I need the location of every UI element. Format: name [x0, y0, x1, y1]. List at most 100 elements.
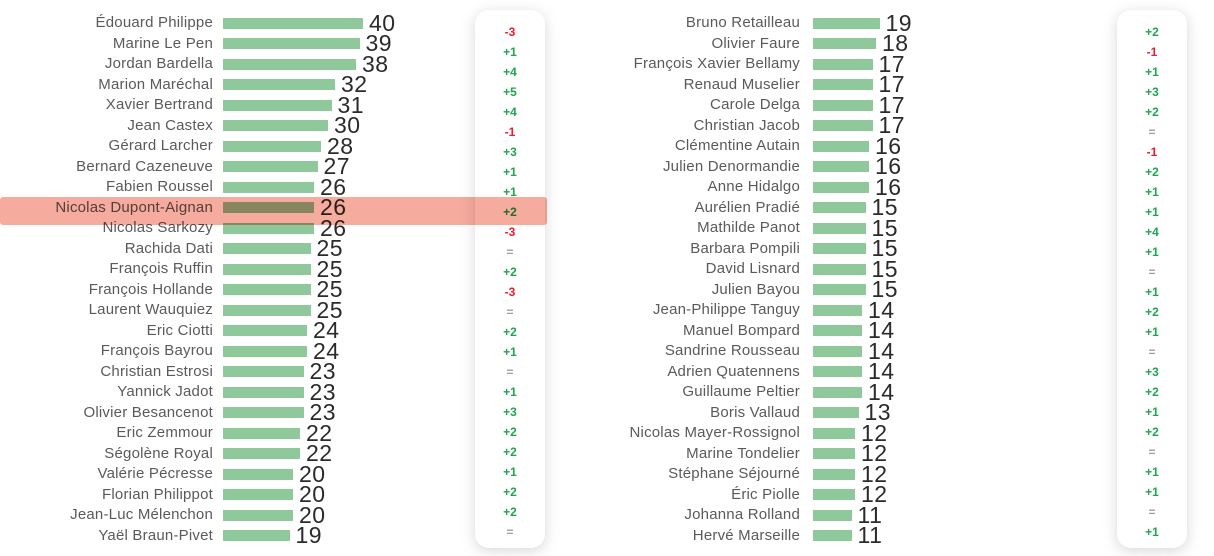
- politician-name: Jordan Bardella: [104, 55, 213, 72]
- score-value: 14: [868, 358, 895, 385]
- score-value: 22: [306, 440, 333, 467]
- politician-name: Jean-Luc Mélenchon: [70, 506, 213, 523]
- politician-name: Anne Hidalgo: [707, 178, 800, 195]
- score-bar: [813, 161, 869, 173]
- score-bar: [813, 407, 859, 419]
- score-value: 19: [885, 9, 913, 36]
- score-value: 15: [871, 276, 899, 303]
- ranking-row: Florian Philippot 20: [0, 483, 396, 506]
- score-bar: [223, 222, 314, 234]
- politician-name: Rachida Dati: [124, 239, 213, 257]
- change-value: =: [1148, 265, 1156, 279]
- ranking-row: Sandrine Rousseau 14: [600, 339, 912, 362]
- ranking-row: Julien Bayou 15: [600, 276, 912, 303]
- ranking-row: Eric Ciotti 24: [0, 319, 396, 342]
- politician-name: Eric Ciotti: [146, 321, 213, 339]
- score-bar: [813, 140, 869, 152]
- politician-name: Marion Maréchal: [98, 75, 213, 93]
- score-value: 25: [316, 235, 344, 262]
- score-value: 23: [309, 358, 337, 385]
- ranking-row: Mathilde Panot 15: [600, 214, 912, 241]
- score-bar: [813, 38, 876, 50]
- score-bar: [813, 304, 862, 316]
- change-panel-left: -3 +1 +4 +5 +4 -1 +3 +1 +1 +2 -3 = +2 -3 = +2 +1 = +1 +3 +2 +…: [475, 10, 545, 548]
- change-value: +2: [1145, 385, 1159, 399]
- politician-name: Nicolas Sarkozy: [102, 219, 213, 236]
- politician-name: Carole Delga: [710, 96, 800, 113]
- change-value: +4: [1145, 225, 1159, 239]
- ranking-row: Xavier Bertrand 31: [0, 93, 396, 116]
- change-value: +1: [503, 345, 517, 359]
- politician-name: Eric Zemmour: [116, 424, 213, 441]
- score-value: 16: [875, 173, 902, 200]
- change-value: =: [506, 245, 514, 259]
- politician-name: Manuel Bompard: [682, 321, 800, 339]
- politician-name: Olivier Faure: [711, 34, 800, 52]
- politician-name: Barbara Pompili: [690, 239, 800, 257]
- politician-name: Christian Jacob: [693, 116, 800, 134]
- ranking-row: Marine Tondelier 12: [600, 442, 912, 465]
- score-value: 26: [320, 173, 347, 200]
- score-bar: [223, 325, 307, 337]
- score-bar: [813, 120, 873, 132]
- change-value: +1: [503, 385, 517, 399]
- politician-name: Clémentine Autain: [674, 137, 800, 154]
- change-value: +3: [503, 145, 517, 159]
- score-value: 40: [369, 9, 396, 36]
- ranking-rows-left: Édouard Philippe 40 Marine Le Pen 39 Jordan …: [0, 9, 396, 547]
- change-value: +2: [1145, 165, 1159, 179]
- score-bar: [813, 181, 869, 193]
- ranking-row: Marion Maréchal 32: [0, 71, 396, 98]
- politician-name: Ségolène Royal: [104, 444, 213, 462]
- change-value: +1: [503, 465, 517, 479]
- change-value: -3: [504, 225, 516, 239]
- score-value: 38: [362, 50, 389, 77]
- politician-name: Adrien Quatennens: [667, 362, 800, 380]
- ranking-row: Valérie Pécresse 20: [0, 462, 396, 485]
- score-value: 30: [334, 112, 361, 139]
- change-value: +2: [503, 205, 517, 219]
- ranking-row: Bruno Retailleau 19: [600, 9, 913, 36]
- politician-name: Christian Estrosi: [100, 362, 213, 380]
- ranking-row: François Hollande 25: [0, 276, 396, 303]
- score-bar: [813, 243, 866, 255]
- score-value: 16: [875, 153, 902, 180]
- score-value: 17: [878, 112, 906, 139]
- score-value: 23: [309, 378, 337, 405]
- score-value: 14: [868, 296, 895, 323]
- score-bar: [223, 161, 318, 173]
- ranking-row: Jean Castex 30: [0, 112, 396, 139]
- politician-name: Julien Bayou: [711, 280, 800, 298]
- change-value: -1: [1146, 145, 1158, 159]
- score-bar: [813, 345, 862, 357]
- score-value: 17: [878, 50, 906, 77]
- score-value: 25: [316, 276, 344, 303]
- ranking-row: François Ruffin 25: [0, 257, 396, 280]
- change-value: +2: [503, 265, 517, 279]
- change-value: +1: [1145, 405, 1159, 419]
- ranking-row: Guillaume Peltier 14: [600, 380, 912, 403]
- score-value: 32: [341, 71, 368, 98]
- politician-name: Marine Le Pen: [112, 34, 213, 52]
- ranking-row: Jean-Luc Mélenchon 20: [0, 503, 396, 526]
- ranking-row: Éric Piolle 12: [600, 481, 912, 508]
- score-bar: [223, 263, 311, 275]
- score-bar: [813, 202, 866, 214]
- politician-name: Marine Tondelier: [686, 444, 800, 462]
- change-value: +4: [503, 105, 517, 119]
- change-value: +3: [1145, 365, 1159, 379]
- score-value: 39: [365, 30, 393, 57]
- score-value: 15: [871, 214, 899, 241]
- change-value: +1: [1145, 205, 1159, 219]
- ranking-row: Gérard Larcher 28: [0, 134, 396, 157]
- change-value: =: [1148, 445, 1156, 459]
- score-bar: [223, 284, 311, 296]
- change-value: +1: [1145, 325, 1159, 339]
- politician-name: Aurélien Pradié: [694, 198, 800, 216]
- politician-name: Mathilde Panot: [697, 219, 800, 236]
- change-value: +2: [1145, 305, 1159, 319]
- score-value: 12: [861, 481, 888, 508]
- score-value: 13: [864, 399, 892, 426]
- score-value: 11: [857, 501, 883, 528]
- politician-name: François Hollande: [88, 280, 213, 298]
